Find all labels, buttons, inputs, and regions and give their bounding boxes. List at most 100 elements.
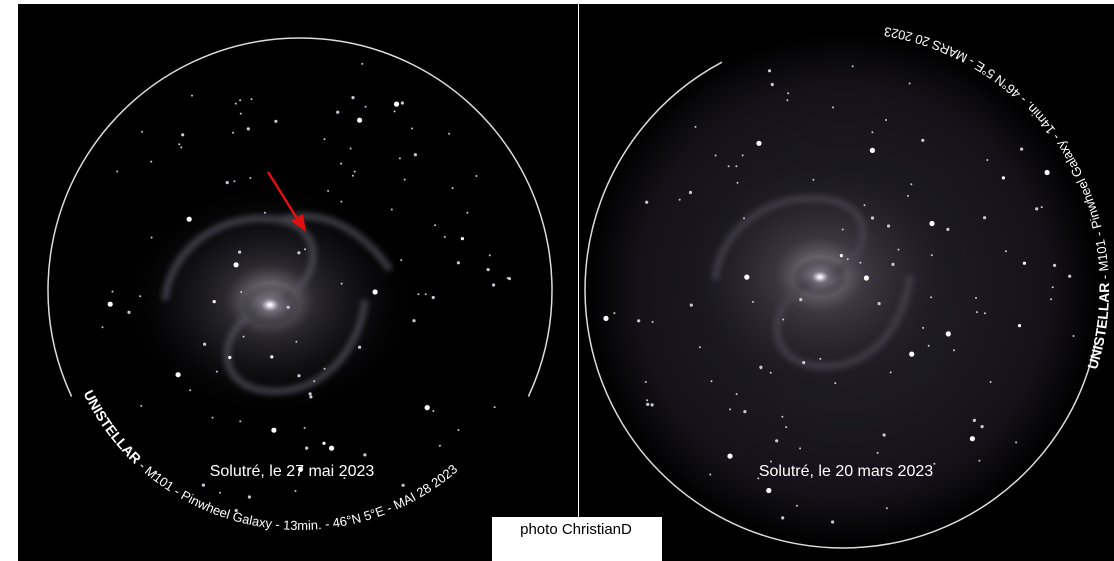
star xyxy=(248,495,251,498)
star xyxy=(871,216,874,219)
star xyxy=(247,127,250,130)
star xyxy=(929,221,934,226)
star xyxy=(324,138,326,140)
star xyxy=(1052,286,1054,288)
star xyxy=(487,268,490,271)
star xyxy=(891,263,894,266)
star xyxy=(180,146,182,148)
star xyxy=(728,165,730,167)
star xyxy=(354,171,356,173)
star xyxy=(350,148,352,150)
star xyxy=(928,345,930,347)
star xyxy=(834,382,836,384)
star xyxy=(786,99,788,101)
star xyxy=(466,212,468,214)
star xyxy=(1068,275,1071,278)
star xyxy=(238,251,241,254)
star xyxy=(112,291,114,293)
star xyxy=(842,229,844,231)
left-caption: Solutré, le 27 mai 2023 xyxy=(210,463,375,480)
star xyxy=(781,416,783,418)
star xyxy=(922,327,924,329)
star xyxy=(890,371,892,373)
star xyxy=(187,217,192,222)
star xyxy=(1023,262,1026,265)
star xyxy=(756,141,761,146)
star xyxy=(287,306,290,309)
star xyxy=(239,99,241,101)
star xyxy=(309,392,312,395)
star xyxy=(401,101,404,104)
star xyxy=(1002,176,1005,179)
star xyxy=(832,106,834,108)
star xyxy=(176,372,181,377)
star xyxy=(771,83,774,86)
star xyxy=(1015,441,1017,443)
star xyxy=(102,326,104,328)
star xyxy=(743,217,745,219)
star xyxy=(695,126,697,128)
star xyxy=(981,425,984,428)
star xyxy=(425,405,430,410)
star xyxy=(796,505,798,507)
star xyxy=(679,199,681,201)
star xyxy=(953,349,955,351)
star xyxy=(864,275,869,280)
star xyxy=(990,381,992,383)
star xyxy=(297,374,300,377)
star xyxy=(870,148,875,153)
star xyxy=(239,420,241,422)
star xyxy=(240,113,242,115)
star xyxy=(986,159,988,161)
star xyxy=(322,442,325,445)
star xyxy=(933,463,935,465)
star xyxy=(645,201,648,204)
star xyxy=(324,368,326,370)
star xyxy=(444,236,446,238)
star xyxy=(457,429,459,431)
star xyxy=(877,452,879,454)
star xyxy=(819,358,821,360)
star xyxy=(492,283,495,286)
star xyxy=(886,507,888,509)
star xyxy=(412,319,415,322)
star xyxy=(150,161,152,163)
star xyxy=(240,291,242,293)
star xyxy=(743,410,746,413)
star xyxy=(270,355,273,358)
star xyxy=(494,406,496,408)
star xyxy=(711,380,713,382)
star xyxy=(887,224,890,227)
star xyxy=(234,180,236,182)
star xyxy=(432,410,434,412)
star xyxy=(452,187,454,189)
star xyxy=(646,403,649,406)
star xyxy=(930,296,932,298)
star xyxy=(399,157,401,159)
star xyxy=(736,393,738,395)
star xyxy=(108,302,113,307)
star xyxy=(404,179,406,181)
star xyxy=(228,356,231,359)
star xyxy=(760,367,762,369)
star xyxy=(1050,298,1052,300)
star xyxy=(274,120,277,123)
star xyxy=(212,417,214,419)
star xyxy=(799,447,801,449)
star xyxy=(775,439,778,442)
star xyxy=(116,171,118,173)
star xyxy=(802,361,805,364)
star xyxy=(329,446,334,451)
star xyxy=(251,98,253,100)
star xyxy=(878,302,881,305)
star xyxy=(361,63,363,65)
credit: photo ChristianD xyxy=(520,521,632,538)
star xyxy=(189,389,191,391)
star xyxy=(984,312,986,314)
star xyxy=(646,399,648,401)
star xyxy=(363,453,366,456)
star xyxy=(812,179,814,181)
star xyxy=(295,490,297,492)
star xyxy=(226,181,229,184)
star xyxy=(983,216,986,219)
